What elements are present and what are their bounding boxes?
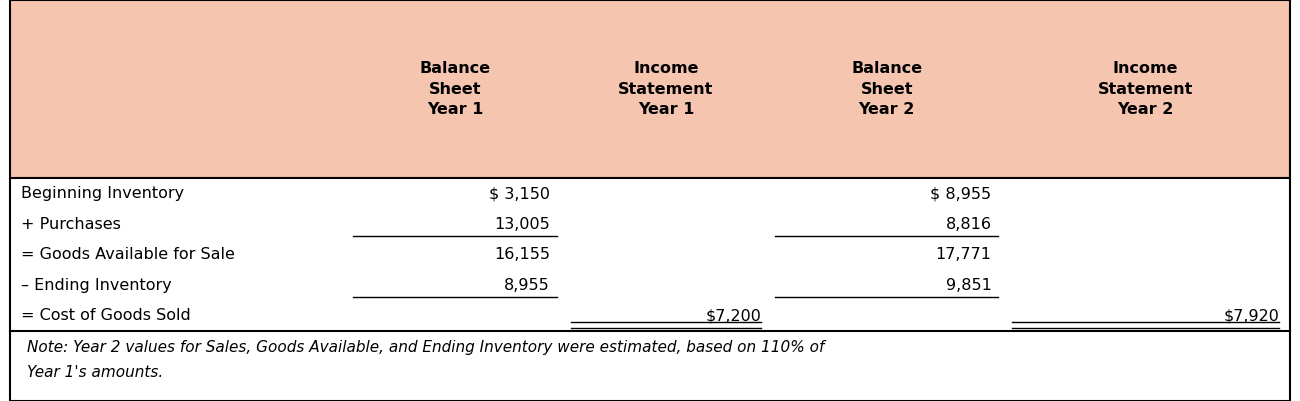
Text: $7,920: $7,920: [1223, 308, 1279, 323]
Bar: [10, 331, 1290, 401]
Text: $7,200: $7,200: [705, 308, 760, 323]
Text: Balance
Sheet
Year 1: Balance Sheet Year 1: [420, 61, 490, 117]
Bar: [10, 178, 1290, 331]
Bar: [10, 0, 1290, 178]
Text: $ 8,955: $ 8,955: [931, 186, 992, 201]
Text: 17,771: 17,771: [936, 247, 992, 262]
Text: 9,851: 9,851: [945, 277, 992, 293]
Text: = Goods Available for Sale: = Goods Available for Sale: [21, 247, 235, 262]
Text: Note: Year 2 values for Sales, Goods Available, and Ending Inventory were estima: Note: Year 2 values for Sales, Goods Ava…: [27, 340, 824, 380]
Text: + Purchases: + Purchases: [21, 217, 121, 232]
Text: – Ending Inventory: – Ending Inventory: [21, 277, 172, 293]
Text: Balance
Sheet
Year 2: Balance Sheet Year 2: [852, 61, 922, 117]
Text: 8,955: 8,955: [504, 277, 550, 293]
Text: Income
Statement
Year 2: Income Statement Year 2: [1098, 61, 1193, 117]
Text: 16,155: 16,155: [494, 247, 550, 262]
Text: 13,005: 13,005: [494, 217, 550, 232]
Text: 8,816: 8,816: [945, 217, 992, 232]
Text: Income
Statement
Year 1: Income Statement Year 1: [619, 61, 714, 117]
Text: = Cost of Goods Sold: = Cost of Goods Sold: [21, 308, 191, 323]
Text: $ 3,150: $ 3,150: [489, 186, 550, 201]
Text: Beginning Inventory: Beginning Inventory: [21, 186, 183, 201]
